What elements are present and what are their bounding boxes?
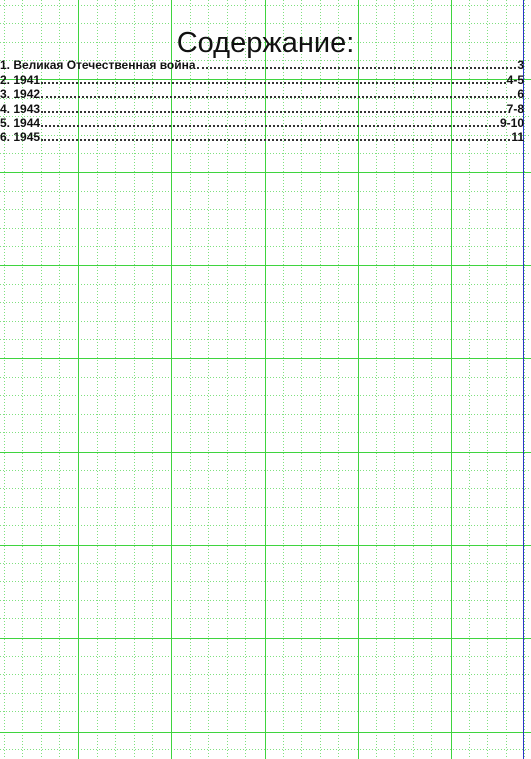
toc-dot-leader [41, 96, 517, 99]
toc-entry: 3. 1942 6 [0, 87, 524, 101]
toc-dot-leader [41, 110, 506, 113]
toc-dot-leader [196, 67, 517, 70]
toc-dot-leader [41, 139, 511, 142]
toc-entry: 5. 1944 9-10 [0, 116, 524, 130]
table-of-contents: 1. Великая Отечественная война 3 2. 1941… [0, 58, 524, 144]
toc-entry: 1. Великая Отечественная война 3 [0, 58, 524, 72]
toc-dot-leader [41, 124, 499, 127]
toc-entry: 6. 1945 11 [0, 130, 524, 144]
page-title: Содержание: [176, 27, 355, 60]
toc-entry: 4. 1943 7-8 [0, 101, 524, 116]
toc-entry-page: 3 [517, 58, 524, 73]
toc-entry-label: 5. 1944 [0, 115, 41, 130]
toc-entry-label: 4. 1943 [0, 101, 41, 116]
toc-entry-page: 6 [517, 87, 524, 102]
toc-entry-page: 11 [511, 130, 524, 145]
toc-entry-page: 9-10 [499, 115, 524, 130]
toc-entry-label: 1. Великая Отечественная война [0, 58, 196, 73]
toc-entry-page: 4-5 [506, 72, 524, 87]
page-right-border [523, 0, 524, 759]
toc-entry: 2. 1941 4-5 [0, 72, 524, 87]
toc-entry-label: 3. 1942 [0, 87, 41, 102]
toc-dot-leader [41, 81, 506, 84]
toc-entry-label: 2. 1941 [0, 72, 41, 87]
toc-entry-label: 6. 1945 [0, 130, 41, 145]
toc-entry-page: 7-8 [506, 101, 524, 116]
